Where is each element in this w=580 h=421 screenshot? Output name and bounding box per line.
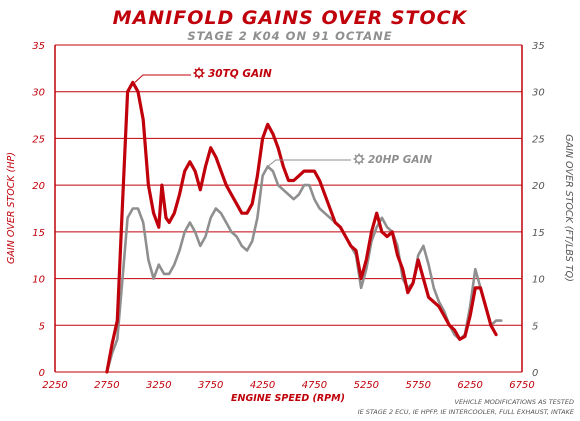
x-tick-label: 3750	[198, 380, 223, 391]
y-right-tick-labels: 0 5 10 15 20 25 30 35	[532, 41, 545, 379]
y-right-axis-label: GAIN OVER STOCK (FT/LBS TQ)	[563, 134, 574, 282]
y-left-tick-label: 35	[32, 41, 45, 52]
chart-subtitle: STAGE 2 K04 ON 91 OCTANE	[187, 29, 392, 43]
y-left-tick-label: 30	[32, 88, 45, 99]
y-left-tick-label: 25	[32, 134, 45, 145]
y-left-tick-label: 5	[39, 321, 45, 332]
annotation-label-hp: 20HP GAIN	[368, 154, 432, 166]
y-left-tick-label: 20	[32, 181, 45, 192]
y-right-tick-label: 35	[532, 41, 545, 52]
x-tick-label: 3250	[146, 380, 171, 391]
x-tick-label: 6750	[509, 380, 534, 391]
gear-icon	[353, 153, 365, 165]
annotation-leader-hp	[267, 159, 351, 167]
x-tick-labels: 2250 2750 3250 3750 4250 4750 5250 5750 6250 6750	[42, 380, 534, 391]
series-line-tq	[105, 80, 498, 374]
footnote-line-1: VEHICLE MODIFICATIONS AS TESTED	[455, 398, 575, 406]
x-tick-label: 5250	[354, 380, 379, 391]
y-right-tick-label: 0	[532, 368, 538, 379]
x-tick-label: 4750	[302, 380, 327, 391]
x-tick-label: 5750	[405, 380, 430, 391]
x-tick-label: 6250	[457, 380, 482, 391]
y-right-tick-label: 5	[532, 321, 538, 332]
y-right-tick-label: 30	[532, 88, 545, 99]
y-left-tick-labels: 0 5 10 15 20 25 30 35	[32, 41, 45, 379]
gear-icon	[193, 67, 205, 79]
x-tick-label: 2750	[94, 380, 119, 391]
gridlines	[55, 44, 522, 373]
y-right-tick-label: 10	[532, 275, 545, 286]
y-left-tick-label: 15	[32, 228, 45, 239]
y-left-tick-label: 10	[32, 275, 45, 286]
footnote-line-2: IE STAGE 2 ECU, IE HPFP, IE INTERCOOLER,…	[358, 408, 575, 416]
y-right-tick-label: 15	[532, 228, 545, 239]
y-left-axis-label: GAIN OVER STOCK (HP)	[6, 152, 17, 264]
y-right-tick-label: 25	[532, 134, 545, 145]
chart-title: MANIFOLD GAINS OVER STOCK	[113, 7, 468, 29]
annotation-label-tq: 30TQ GAIN	[208, 68, 272, 80]
x-tick-label: 2250	[42, 380, 67, 391]
y-right-tick-label: 20	[532, 181, 545, 192]
x-tick-label: 4250	[250, 380, 275, 391]
x-axis-label: ENGINE SPEED (RPM)	[231, 393, 345, 404]
series-lines	[105, 80, 503, 374]
annotations: 30TQ GAIN 20HP GAIN	[134, 67, 432, 167]
annotation-leader-tq	[134, 74, 191, 83]
series-line-hp	[105, 165, 503, 374]
y-left-tick-label: 0	[39, 368, 45, 379]
